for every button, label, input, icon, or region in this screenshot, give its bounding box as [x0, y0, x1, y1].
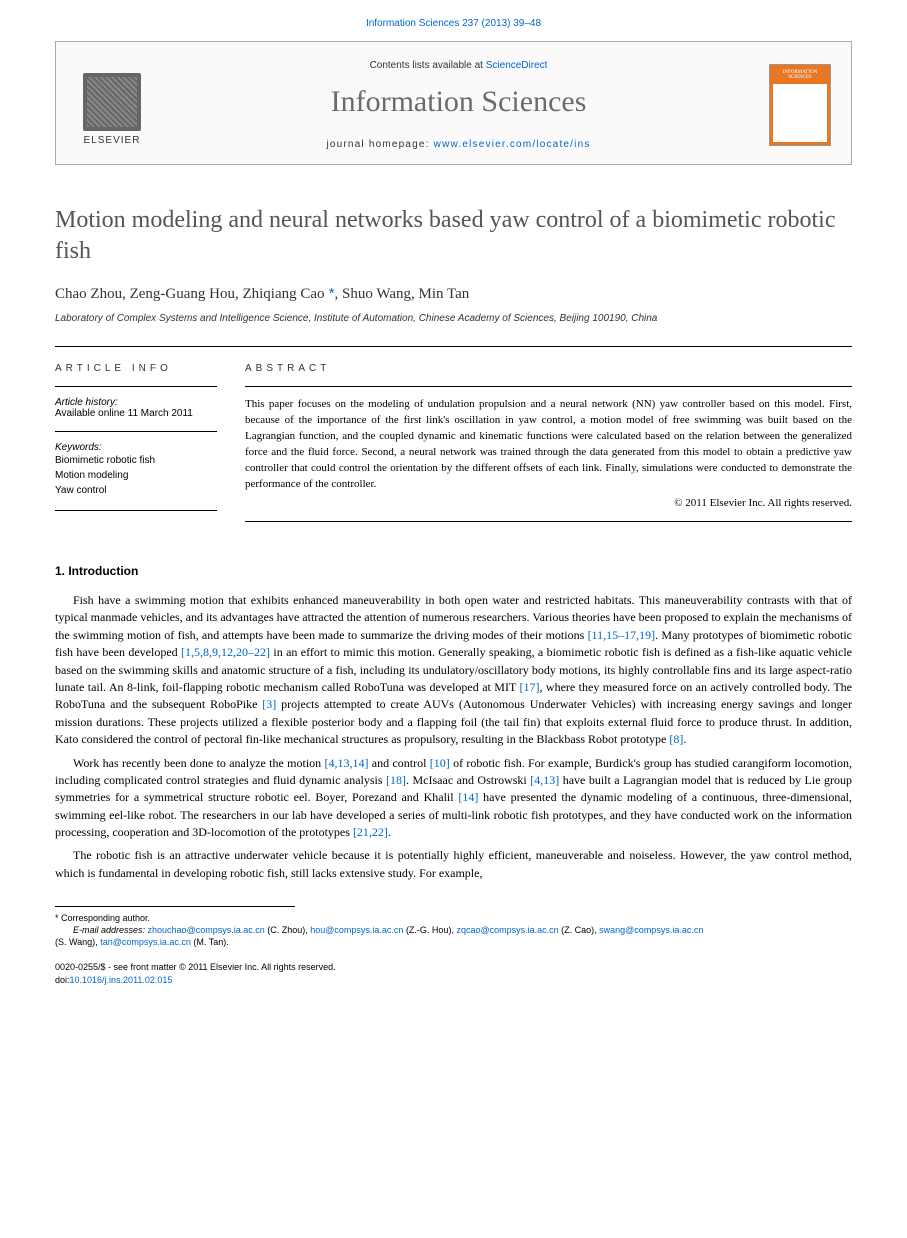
keyword-item: Motion modeling [55, 468, 217, 483]
elsevier-logo[interactable]: ELSEVIER [76, 64, 148, 146]
email-addresses-line: E-mail addresses: zhouchao@compsys.ia.ac… [55, 925, 852, 935]
rule [55, 431, 217, 432]
corresponding-author-note: * Corresponding author. [55, 913, 852, 923]
citation-link[interactable]: [10] [430, 756, 450, 770]
text-run: . McIsaac and Ostrowski [406, 773, 530, 787]
footnote-rule [55, 906, 295, 913]
section-1-heading: 1. Introduction [55, 564, 852, 578]
email-who: (M. Tan). [191, 937, 229, 947]
author-list: Chao Zhou, Zeng-Guang Hou, Zhiqiang Cao … [55, 285, 852, 303]
article-history-value: Available online 11 March 2011 [55, 408, 217, 419]
citation-link[interactable]: [3] [262, 697, 276, 711]
email-link[interactable]: tan@compsys.ia.ac.cn [100, 937, 191, 947]
email-who: (C. Zhou), [265, 925, 311, 935]
corresponding-author-mark[interactable]: * [325, 285, 335, 302]
citation-link[interactable]: [4,13,14] [324, 756, 368, 770]
cover-body [773, 84, 827, 142]
article-title: Motion modeling and neural networks base… [55, 205, 852, 267]
email-link[interactable]: swang@compsys.ia.ac.cn [599, 925, 703, 935]
abstract-text: This paper focuses on the modeling of un… [245, 397, 852, 493]
email-label: E-mail addresses: [73, 925, 148, 935]
rule [55, 386, 217, 387]
citation-link[interactable]: [18] [386, 773, 406, 787]
abstract-heading: ABSTRACT [245, 363, 852, 374]
citation-link[interactable]: [17] [520, 680, 540, 694]
elsevier-tree-icon [83, 73, 141, 131]
article-info-heading: ARTICLE INFO [55, 363, 217, 374]
citation-link[interactable]: [8] [669, 732, 683, 746]
intro-paragraph-1: Fish have a swimming motion that exhibit… [55, 592, 852, 749]
footer-block: 0020-0255/$ - see front matter © 2011 El… [55, 961, 852, 986]
email-link[interactable]: hou@compsys.ia.ac.cn [310, 925, 403, 935]
rule [55, 510, 217, 511]
keyword-item: Biomimetic robotic fish [55, 453, 217, 468]
email-who: (Z. Cao), [559, 925, 600, 935]
email-who: (S. Wang), [55, 937, 100, 947]
contents-available-line: Contents lists available at ScienceDirec… [148, 60, 769, 71]
journal-masthead: ELSEVIER Contents lists available at Sci… [55, 41, 852, 165]
doi-line: doi:10.1016/j.ins.2011.02.015 [55, 974, 852, 987]
email-link[interactable]: zhouchao@compsys.ia.ac.cn [148, 925, 265, 935]
email-link[interactable]: zqcao@compsys.ia.ac.cn [456, 925, 558, 935]
citation-link[interactable]: [1,5,8,9,12,20–22] [181, 645, 270, 659]
article-info-column: ARTICLE INFO Article history: Available … [55, 363, 245, 522]
article-history-label: Article history: [55, 397, 217, 408]
citation-link[interactable]: [21,22] [353, 825, 388, 839]
article-meta-row: ARTICLE INFO Article history: Available … [55, 346, 852, 522]
text-run: Work has recently been done to analyze t… [73, 756, 324, 770]
elsevier-label: ELSEVIER [84, 135, 141, 146]
rule [245, 386, 852, 387]
journal-citation-link[interactable]: Information Sciences 237 (2013) 39–48 [0, 0, 907, 41]
journal-homepage-line: journal homepage: www.elsevier.com/locat… [148, 139, 769, 150]
rule [245, 521, 852, 522]
citation-link[interactable]: [11,15–17,19] [588, 628, 656, 642]
journal-title: Information Sciences [148, 85, 769, 119]
cover-title: INFORMATION SCIENCES [773, 68, 827, 82]
keywords-label: Keywords: [55, 442, 217, 453]
issn-copyright-line: 0020-0255/$ - see front matter © 2011 El… [55, 961, 852, 974]
text-run: . [683, 732, 686, 746]
contents-prefix: Contents lists available at [370, 60, 486, 71]
intro-paragraph-2: Work has recently been done to analyze t… [55, 755, 852, 842]
doi-prefix: doi: [55, 975, 70, 985]
email-who: (Z.-G. Hou), [403, 925, 456, 935]
authors-before-corr: Chao Zhou, Zeng-Guang Hou, Zhiqiang Cao [55, 286, 325, 302]
sciencedirect-link[interactable]: ScienceDirect [486, 60, 548, 71]
email-addresses-line-2: (S. Wang), tan@compsys.ia.ac.cn (M. Tan)… [55, 937, 852, 947]
authors-after-corr: , Shuo Wang, Min Tan [335, 286, 470, 302]
intro-paragraph-3: The robotic fish is an attractive underw… [55, 847, 852, 882]
citation-link[interactable]: [14] [458, 790, 478, 804]
masthead-center: Contents lists available at ScienceDirec… [148, 60, 769, 150]
homepage-prefix: journal homepage: [326, 139, 433, 150]
text-run: . [388, 825, 391, 839]
journal-cover-thumbnail[interactable]: INFORMATION SCIENCES [769, 64, 831, 146]
citation-link[interactable]: [4,13] [530, 773, 559, 787]
text-run: and control [368, 756, 429, 770]
homepage-url-link[interactable]: www.elsevier.com/locate/ins [434, 139, 591, 150]
author-affiliation: Laboratory of Complex Systems and Intell… [55, 313, 852, 324]
abstract-column: ABSTRACT This paper focuses on the model… [245, 363, 852, 522]
abstract-copyright: © 2011 Elsevier Inc. All rights reserved… [245, 497, 852, 509]
keyword-item: Yaw control [55, 483, 217, 498]
doi-link[interactable]: 10.1016/j.ins.2011.02.015 [70, 975, 173, 985]
keywords-list: Biomimetic robotic fish Motion modeling … [55, 453, 217, 498]
